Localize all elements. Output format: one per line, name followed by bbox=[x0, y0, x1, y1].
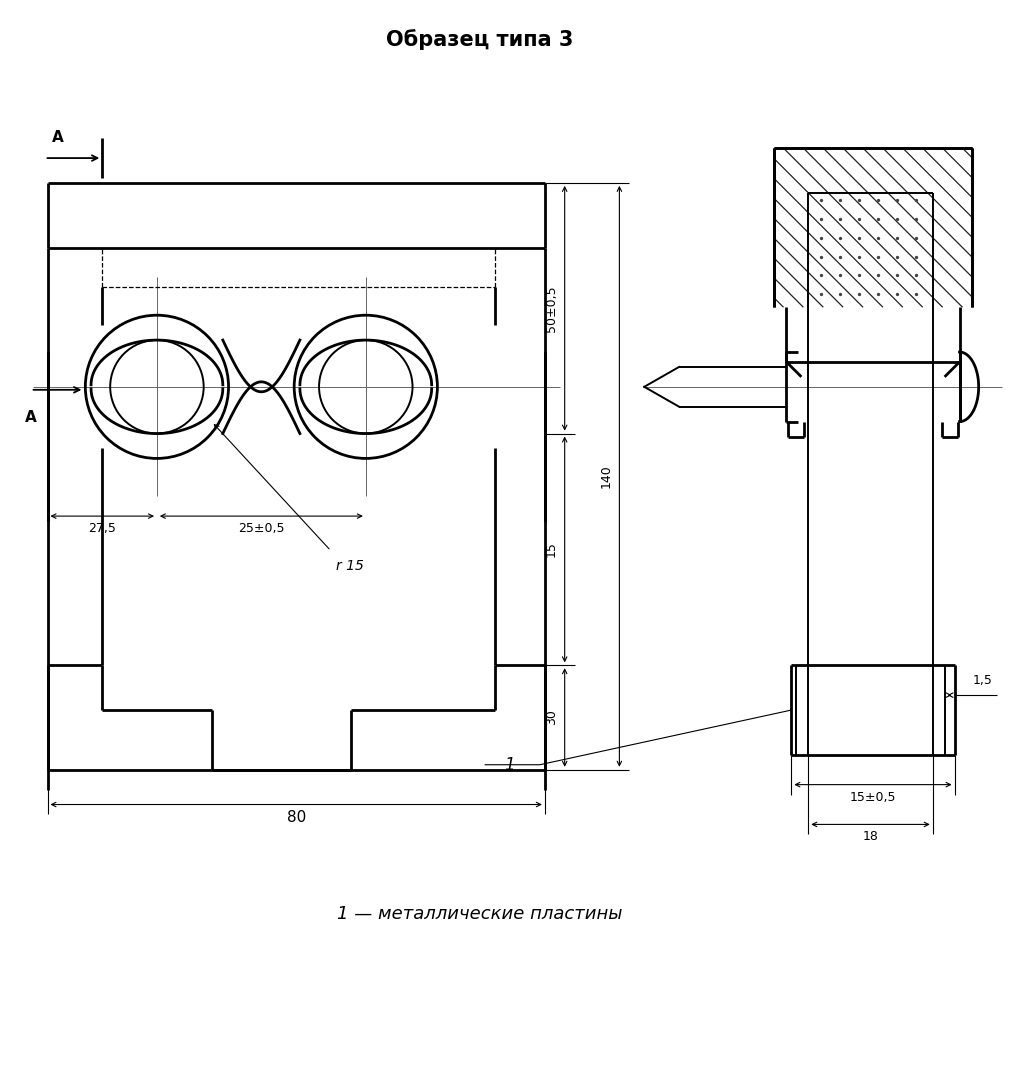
Text: 50±0,5: 50±0,5 bbox=[545, 285, 557, 332]
Text: 27,5: 27,5 bbox=[88, 522, 116, 536]
Text: 80: 80 bbox=[287, 811, 306, 826]
Text: 18: 18 bbox=[862, 830, 879, 843]
Text: A: A bbox=[24, 410, 37, 425]
Text: 30: 30 bbox=[545, 710, 557, 725]
Text: 15: 15 bbox=[545, 542, 557, 557]
Text: 1,5: 1,5 bbox=[972, 674, 993, 688]
Text: r 15: r 15 bbox=[336, 559, 364, 573]
Text: 15±0,5: 15±0,5 bbox=[850, 790, 896, 803]
Text: Образец типа 3: Образец типа 3 bbox=[386, 29, 574, 49]
Text: 1 — металлические пластины: 1 — металлические пластины bbox=[338, 905, 622, 923]
Text: 1: 1 bbox=[504, 756, 516, 773]
Text: 25±0,5: 25±0,5 bbox=[238, 522, 285, 536]
Text: A: A bbox=[52, 131, 63, 146]
Text: 140: 140 bbox=[599, 465, 612, 488]
